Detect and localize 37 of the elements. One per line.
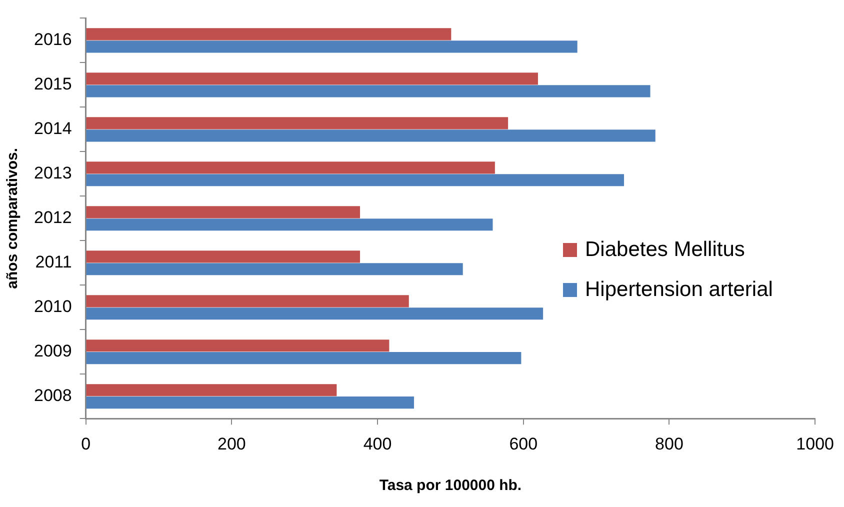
- bar: [86, 162, 495, 174]
- bar: [86, 85, 650, 98]
- y-axis-title: años comparativos.: [4, 148, 22, 289]
- bar: [86, 250, 360, 263]
- legend-label: Diabetes Mellitus: [585, 238, 745, 262]
- bar: [86, 174, 624, 186]
- bar: [86, 263, 463, 276]
- y-tick-label: 2011: [35, 252, 72, 272]
- y-tick-label: 2016: [34, 30, 72, 50]
- bar: [86, 396, 414, 409]
- legend-label: Hipertension arterial: [585, 278, 773, 302]
- x-axis-title: Tasa por 100000 hb.: [379, 477, 522, 494]
- y-tick-label: 2010: [34, 297, 72, 316]
- x-tick-label: 400: [363, 434, 392, 454]
- bar: [86, 117, 508, 130]
- y-tick-label: 2012: [34, 208, 72, 228]
- bar: [86, 72, 538, 85]
- bar: [86, 384, 337, 396]
- x-tick-label: 200: [217, 434, 246, 454]
- bar: [86, 295, 409, 308]
- bar: [86, 308, 544, 320]
- y-tick-label: 2013: [34, 164, 72, 183]
- bar: [86, 352, 522, 364]
- bar: [86, 28, 452, 40]
- x-tick-label: 800: [655, 434, 684, 454]
- bar: [86, 206, 360, 218]
- bar: [86, 40, 578, 53]
- y-tick-label: 2008: [34, 386, 72, 406]
- y-tick-label: 2015: [34, 74, 72, 94]
- bar: [86, 130, 656, 142]
- x-tick-label: 1000: [796, 434, 834, 454]
- y-tick-label: 2014: [34, 119, 72, 138]
- x-tick-label: 600: [509, 434, 538, 454]
- x-tick-label: 0: [81, 434, 91, 454]
- y-tick-label: 2009: [34, 342, 72, 361]
- bar: [86, 218, 493, 231]
- bar: [86, 340, 390, 352]
